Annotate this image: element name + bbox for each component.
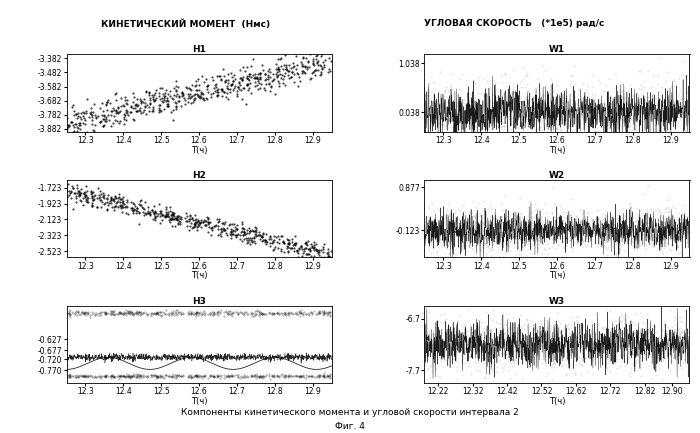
X-axis label: T(ч): T(ч) <box>549 271 565 280</box>
Text: КИНЕТИЧЕСКИЙ МОМЕНТ  (Нмс): КИНЕТИЧЕСКИЙ МОМЕНТ (Нмс) <box>101 19 270 29</box>
Title: W2: W2 <box>549 171 565 180</box>
Text: Фиг. 4: Фиг. 4 <box>335 422 365 430</box>
X-axis label: T(ч): T(ч) <box>191 145 207 155</box>
X-axis label: T(ч): T(ч) <box>191 271 207 280</box>
Title: W1: W1 <box>549 45 565 54</box>
Title: H3: H3 <box>192 297 206 306</box>
Title: W3: W3 <box>549 297 565 306</box>
Text: УГЛОВАЯ СКОРОСТЬ   (*1е5) рад/с: УГЛОВАЯ СКОРОСТЬ (*1е5) рад/с <box>424 19 605 28</box>
Title: H1: H1 <box>192 45 206 54</box>
Text: Компоненты кинетического момента и угловой скорости интервала 2: Компоненты кинетического момента и углов… <box>181 408 519 417</box>
X-axis label: T(ч): T(ч) <box>191 397 207 406</box>
Title: H2: H2 <box>192 171 206 180</box>
X-axis label: T(ч): T(ч) <box>549 145 565 155</box>
X-axis label: T(ч): T(ч) <box>549 397 565 406</box>
